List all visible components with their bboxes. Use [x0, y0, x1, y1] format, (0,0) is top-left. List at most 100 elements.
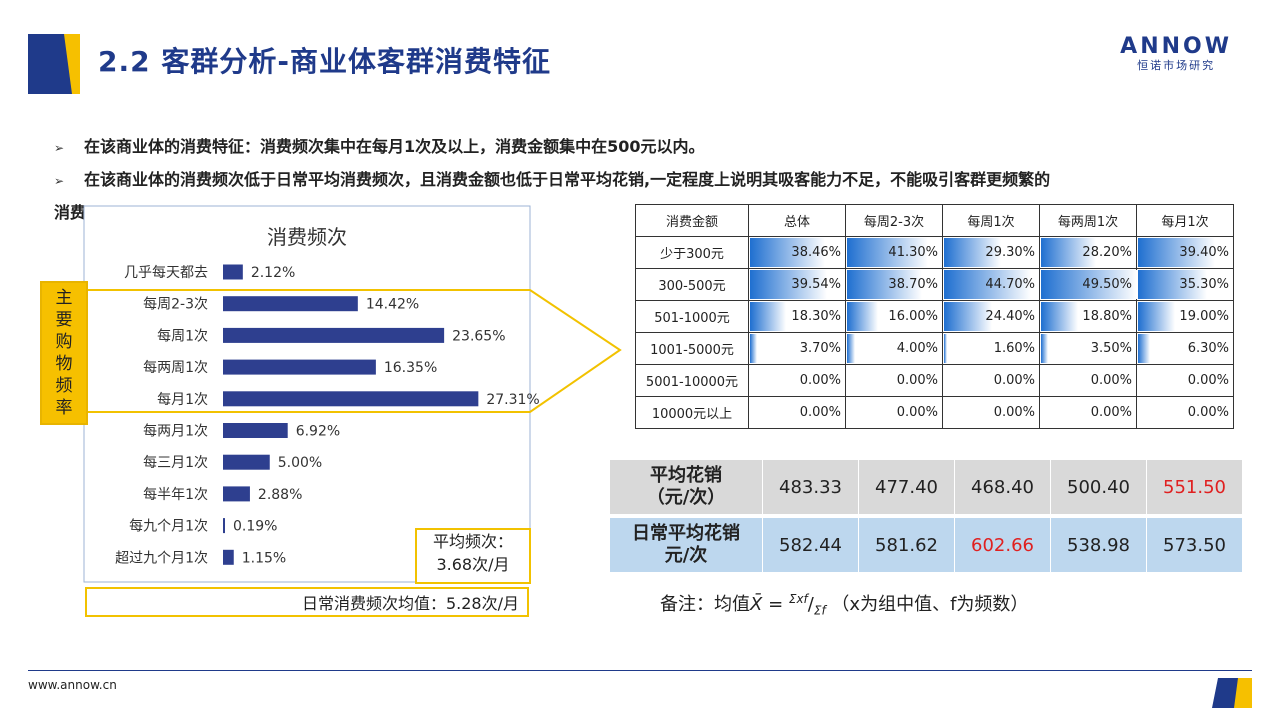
data-bar	[847, 334, 855, 363]
table-cell: 0.00%	[942, 364, 1040, 397]
cell-value: 0.00%	[1090, 405, 1132, 420]
data-bar	[1138, 302, 1176, 331]
cell-value: 0.00%	[896, 373, 938, 388]
footer-divider	[28, 670, 1252, 671]
category-label: 每半年1次	[143, 487, 208, 503]
avg-spend-cell: 483.33	[762, 460, 858, 514]
cell-value: 38.70%	[888, 277, 938, 292]
data-bar	[944, 302, 992, 331]
cell-value: 39.54%	[791, 277, 841, 292]
value-label: 5.00%	[278, 455, 322, 471]
data-bar	[944, 334, 948, 363]
daily-spend-label-line2: 元/次	[664, 545, 708, 566]
cell-value: 41.30%	[888, 245, 938, 260]
cell-value: 0.00%	[993, 405, 1035, 420]
bullet-1: ➢ 在该商业体的消费特征：消费频次集中在每月1次及以上，消费金额集中在500元以内…	[54, 131, 1254, 164]
value-label: 27.31%	[486, 392, 539, 408]
cell-value: 0.00%	[1187, 373, 1229, 388]
bar	[223, 454, 270, 470]
data-bar	[1138, 334, 1151, 363]
data-bar	[1041, 270, 1137, 299]
bar	[223, 518, 225, 534]
cell-value: 19.00%	[1179, 309, 1229, 324]
table-cell: 18.30%	[748, 300, 846, 333]
value-label: 2.12%	[251, 265, 295, 281]
avg-spend-cell-highlight: 551.50	[1146, 460, 1242, 514]
row-label: 少于300元	[635, 236, 749, 269]
formula-note: 备注：均值X̄ = Σxf/Σf （x为组中值、f为频数）	[660, 592, 1029, 618]
category-label: 每两周1次	[143, 360, 208, 376]
note-prefix: 备注：均值	[660, 594, 750, 615]
avg-spend-label: 平均花销 （元/次）	[609, 460, 762, 514]
table-cell: 0.00%	[1136, 364, 1234, 397]
data-bar	[1138, 238, 1215, 267]
table-cell: 49.50%	[1039, 268, 1137, 301]
value-label: 6.92%	[296, 424, 340, 440]
arrow-bullet-icon: ➢	[54, 174, 65, 188]
cell-value: 16.00%	[888, 309, 938, 324]
bar	[223, 423, 288, 438]
cell-value: 0.00%	[1090, 373, 1132, 388]
data-bar	[1138, 270, 1207, 299]
table-cell: 38.46%	[748, 236, 846, 269]
bullet-2-text: 在该商业体的消费频次低于日常平均消费频次，且消费金额也低于日常平均花销,一定程度…	[84, 170, 1051, 189]
avg-spend-row: 平均花销 （元/次） 483.33 477.40 468.40 500.40 55…	[609, 460, 1242, 514]
main-freq-char: 主	[55, 288, 73, 308]
footer-url[interactable]: www.annow.cn	[28, 678, 117, 692]
main-freq-char: 率	[55, 398, 73, 418]
bar	[223, 486, 250, 502]
amount-table-header: 消费金额 总体 每周2-3次 每周1次 每两周1次 每月1次	[635, 204, 1234, 237]
cell-value: 44.70%	[985, 277, 1035, 292]
category-label: 每周1次	[157, 328, 208, 344]
cell-value: 18.80%	[1082, 309, 1132, 324]
row-label: 10000元以上	[635, 396, 749, 429]
table-cell: 3.50%	[1039, 332, 1137, 365]
table-cell: 41.30%	[845, 236, 943, 269]
data-bar	[847, 238, 928, 267]
column-header: 每月1次	[1136, 204, 1234, 237]
daily-spend-cell: 573.50	[1146, 518, 1242, 572]
table-cell: 0.00%	[845, 396, 943, 429]
row-label: 5001-10000元	[635, 364, 749, 397]
data-bar	[847, 302, 879, 331]
daily-spend-cell: 582.44	[762, 518, 858, 572]
table-row: 10000元以上 0.00% 0.00% 0.00% 0.00% 0.00%	[635, 396, 1234, 429]
row-label: 300-500元	[635, 268, 749, 301]
bar	[223, 359, 376, 375]
cell-value: 0.00%	[1187, 405, 1229, 420]
bar	[223, 549, 234, 565]
callout-bracket	[84, 289, 622, 413]
cell-value: 3.50%	[1090, 341, 1132, 356]
main-freq-char: 购	[55, 332, 73, 352]
table-cell: 0.00%	[748, 396, 846, 429]
value-label: 14.42%	[366, 297, 419, 313]
avg-spend-cell: 477.40	[858, 460, 954, 514]
cell-value: 18.30%	[791, 309, 841, 324]
column-header: 每周1次	[942, 204, 1040, 237]
column-header: 总体	[748, 204, 846, 237]
daily-spend-cell-highlight: 602.66	[954, 518, 1050, 572]
column-header: 每两周1次	[1039, 204, 1137, 237]
average-spend-table: 平均花销 （元/次） 483.33 477.40 468.40 500.40 55…	[609, 456, 1242, 576]
category-label: 每九个月1次	[129, 519, 208, 535]
table-cell: 29.30%	[942, 236, 1040, 269]
footer-brand-icon	[1212, 678, 1252, 708]
logo-subtitle: 恒诺市场研究	[1137, 59, 1216, 72]
table-cell: 19.00%	[1136, 300, 1234, 333]
bar	[223, 327, 445, 343]
note-denominator: Σf	[813, 603, 826, 618]
value-label: 16.35%	[384, 360, 437, 376]
table-cell: 16.00%	[845, 300, 943, 333]
table-cell: 39.54%	[748, 268, 846, 301]
bar	[223, 391, 479, 407]
bullet-1-text: 在该商业体的消费特征：消费频次集中在每月1次及以上，消费金额集中在500元以内。	[84, 137, 705, 156]
category-label: 每三月1次	[143, 455, 208, 471]
table-cell: 0.00%	[942, 396, 1040, 429]
table-row: 1001-5000元 3.70% 4.00% 1.60% 3.50% 6.30%	[635, 332, 1234, 365]
table-cell: 0.00%	[748, 364, 846, 397]
table-row: 少于300元 38.46% 41.30% 29.30% 28.20% 39.40%	[635, 236, 1234, 269]
cell-value: 4.00%	[896, 341, 938, 356]
table-cell: 4.00%	[845, 332, 943, 365]
value-label: 1.15%	[242, 550, 286, 566]
